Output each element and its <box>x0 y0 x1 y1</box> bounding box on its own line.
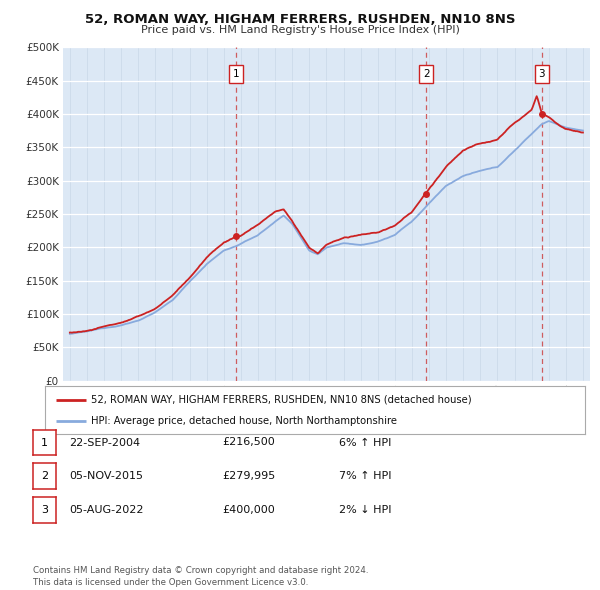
Text: HPI: Average price, detached house, North Northamptonshire: HPI: Average price, detached house, Nort… <box>91 417 397 427</box>
Text: 22-SEP-2004: 22-SEP-2004 <box>69 438 140 447</box>
Text: 05-AUG-2022: 05-AUG-2022 <box>69 505 143 514</box>
Text: £279,995: £279,995 <box>222 471 275 481</box>
Text: 2: 2 <box>423 69 430 79</box>
Text: 3: 3 <box>41 505 48 514</box>
Text: 2: 2 <box>41 471 48 481</box>
Text: £216,500: £216,500 <box>222 438 275 447</box>
Text: 52, ROMAN WAY, HIGHAM FERRERS, RUSHDEN, NN10 8NS: 52, ROMAN WAY, HIGHAM FERRERS, RUSHDEN, … <box>85 13 515 26</box>
Text: 3: 3 <box>538 69 545 79</box>
Text: 52, ROMAN WAY, HIGHAM FERRERS, RUSHDEN, NN10 8NS (detached house): 52, ROMAN WAY, HIGHAM FERRERS, RUSHDEN, … <box>91 395 472 405</box>
Text: 2% ↓ HPI: 2% ↓ HPI <box>339 505 391 514</box>
Text: Contains HM Land Registry data © Crown copyright and database right 2024.
This d: Contains HM Land Registry data © Crown c… <box>33 566 368 587</box>
Text: 6% ↑ HPI: 6% ↑ HPI <box>339 438 391 447</box>
Text: Price paid vs. HM Land Registry's House Price Index (HPI): Price paid vs. HM Land Registry's House … <box>140 25 460 35</box>
Text: 1: 1 <box>233 69 239 79</box>
Text: 05-NOV-2015: 05-NOV-2015 <box>69 471 143 481</box>
Text: £400,000: £400,000 <box>222 505 275 514</box>
Text: 1: 1 <box>41 438 48 447</box>
Text: 7% ↑ HPI: 7% ↑ HPI <box>339 471 391 481</box>
